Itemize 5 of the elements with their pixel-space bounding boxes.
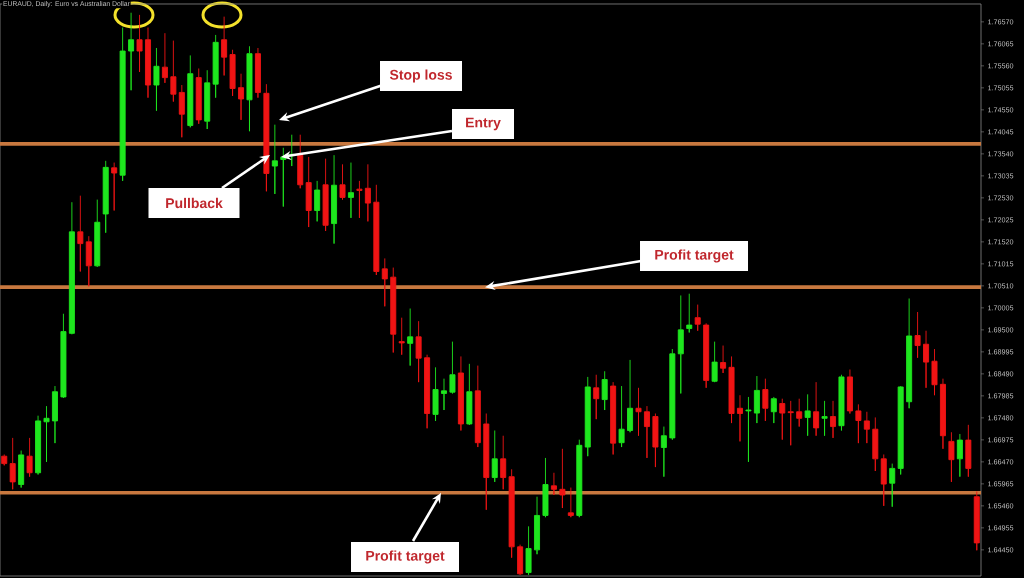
annotation: Stop loss (389, 69, 452, 83)
annotation: Entry (466, 117, 501, 131)
annotation: Pullback (166, 197, 223, 209)
ref-line-label: Profit target (366, 550, 445, 564)
ref-line-label: Profit target (655, 249, 734, 263)
